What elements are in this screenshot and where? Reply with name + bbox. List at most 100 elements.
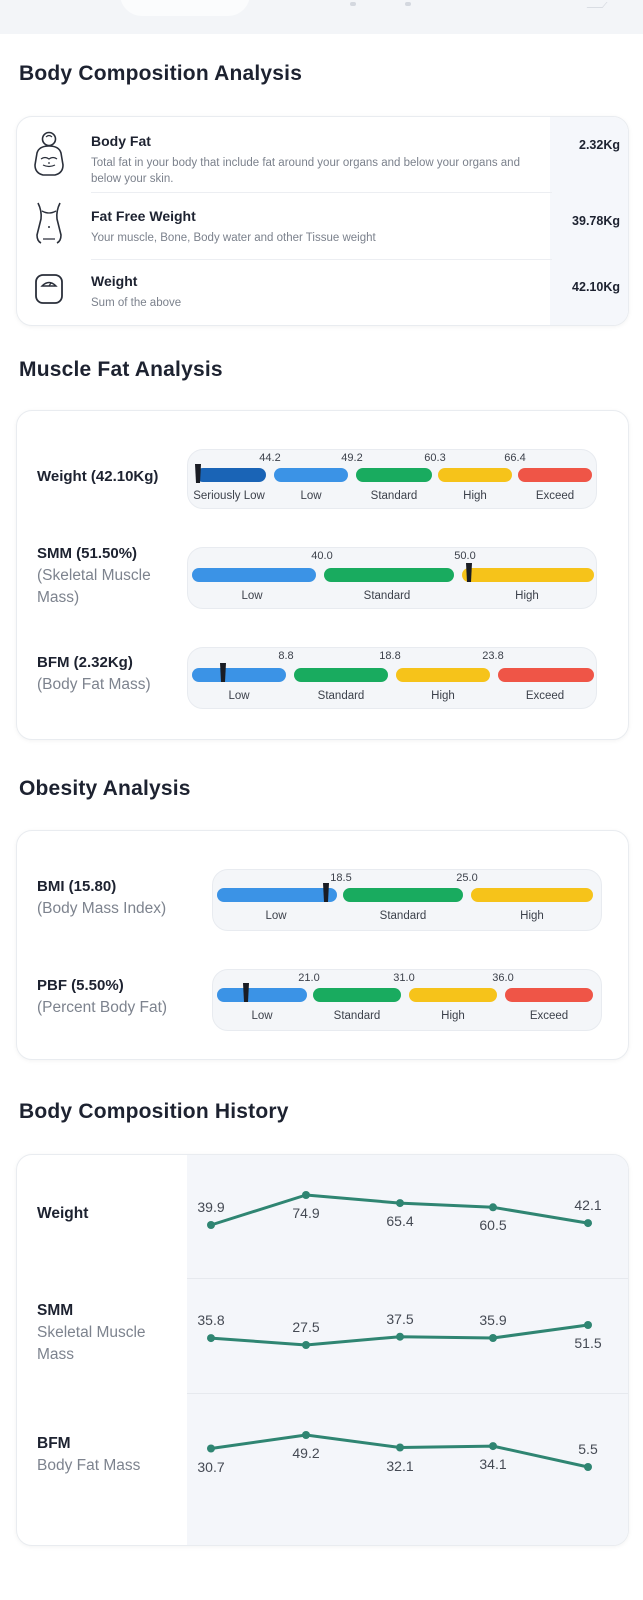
scale-tick: 66.4 <box>504 452 526 464</box>
scale-category: Standard <box>317 690 365 702</box>
weight-metric-name: Weight (42.10Kg) <box>37 468 159 485</box>
scale-tick: 40.0 <box>311 550 333 562</box>
segment-standard <box>324 568 454 582</box>
segment-high <box>438 468 512 482</box>
fat-free-weight-row[interactable]: Fat Free Weight Your muscle, Bone, Body … <box>17 193 628 260</box>
history-value-label: 65.4 <box>386 1213 414 1230</box>
smm-metric-label: SMM (51.50%) (Skeletal Muscle Mass) <box>37 543 177 609</box>
section-title-obesity: Obesity Analysis <box>19 777 191 800</box>
history-data-point <box>396 1443 404 1452</box>
weight-metric-label: Weight (42.10Kg) <box>37 466 158 488</box>
history-weight-name: Weight <box>37 1205 89 1222</box>
history-row-divider <box>187 1278 628 1279</box>
history-data-point <box>489 1203 497 1212</box>
scale-category: Exceed <box>529 1010 569 1022</box>
segment-low <box>217 888 337 902</box>
weight-row[interactable]: Weight Sum of the above 42.10Kg <box>17 260 628 325</box>
scale-category: Low <box>251 1010 273 1022</box>
section-title-body-composition: Body Composition Analysis <box>19 62 303 85</box>
scale-category: Low <box>241 590 263 602</box>
top-partial-dot <box>350 2 356 6</box>
pbf-metric-sub: (Percent Body Fat) <box>37 999 168 1016</box>
obesity-card: BMI (15.80) (Body Mass Index) 18.5 25.0 … <box>16 830 629 1060</box>
scale-category: Standard <box>363 590 411 602</box>
history-smm-label: SMM Skeletal Muscle Mass <box>37 1300 172 1366</box>
section-title-muscle-fat: Muscle Fat Analysis <box>19 358 223 381</box>
history-data-point <box>207 1444 215 1453</box>
weight-scale[interactable]: 44.2 49.2 60.3 66.4 Seriously Low Low St… <box>187 449 597 509</box>
scale-category: High <box>520 910 544 922</box>
history-data-point <box>302 1341 310 1349</box>
scale-tick: 25.0 <box>456 872 478 884</box>
bfm-metric-name: BFM (2.32Kg) <box>37 654 133 671</box>
bfm-scale[interactable]: 8.8 18.8 23.8 Low Standard High Exceed <box>187 647 597 709</box>
history-value-label: 30.7 <box>197 1458 225 1475</box>
current-value-marker <box>466 563 472 582</box>
top-partial-dot <box>405 2 411 6</box>
history-data-point <box>302 1431 310 1439</box>
bfm-metric-sub: (Body Fat Mass) <box>37 676 151 693</box>
scale-tick: 18.8 <box>379 650 401 662</box>
top-partial-chevron-icon <box>586 2 608 8</box>
scale-tick: 31.0 <box>393 972 415 984</box>
history-data-point <box>584 1463 592 1471</box>
history-data-point <box>302 1191 310 1199</box>
history-value-label: 37.5 <box>386 1310 414 1327</box>
section-title-history: Body Composition History <box>19 1100 289 1123</box>
body-composition-card: Body Fat Total fat in your body that inc… <box>16 116 629 326</box>
history-value-label: 35.9 <box>479 1312 507 1328</box>
scale-tick: 36.0 <box>492 972 514 984</box>
history-data-point <box>396 1332 404 1341</box>
segment-low <box>192 568 316 582</box>
current-value-marker <box>195 464 201 483</box>
history-chart-area <box>187 1155 628 1545</box>
scale-category: Exceed <box>525 690 565 702</box>
bottom-spacer <box>0 1560 643 1600</box>
body-fat-desc: Total fat in your body that include fat … <box>91 157 520 185</box>
history-bfm-name: BFM <box>37 1435 71 1452</box>
history-data-point <box>489 1442 497 1451</box>
row-divider <box>91 192 552 193</box>
scale-category: Exceed <box>535 490 575 502</box>
bfm-metric-label: BFM (2.32Kg) (Body Fat Mass) <box>37 652 151 696</box>
scale-icon <box>25 264 73 318</box>
history-value-label: 34.1 <box>479 1456 507 1473</box>
bmi-metric-name: BMI (15.80) <box>37 878 117 895</box>
top-partial-shape <box>120 0 250 16</box>
segment-standard <box>343 888 463 902</box>
body-fat-row[interactable]: Body Fat Total fat in your body that inc… <box>17 117 628 193</box>
segment-low <box>274 468 348 482</box>
history-smm-sub: Skeletal Muscle Mass <box>37 1324 146 1363</box>
scale-category: Low <box>265 910 287 922</box>
scale-category: Standard <box>370 490 418 502</box>
history-value-label: 5.5 <box>578 1441 598 1457</box>
scale-category: Seriously Low <box>193 490 265 502</box>
history-value-label: 49.2 <box>292 1445 320 1461</box>
history-value-label: 39.9 <box>197 1199 225 1215</box>
history-value-label: 42.1 <box>574 1197 602 1214</box>
scale-category: Standard <box>333 1010 381 1022</box>
segment-low <box>192 668 286 682</box>
pbf-scale[interactable]: 21.0 31.0 36.0 Low Standard High Exceed <box>212 969 602 1031</box>
scale-category: High <box>463 490 487 502</box>
history-bfm-sub: Body Fat Mass <box>37 1457 141 1474</box>
bmi-scale[interactable]: 18.5 25.0 Low Standard High <box>212 869 602 931</box>
scale-tick: 49.2 <box>341 452 363 464</box>
history-value-label: 51.5 <box>574 1335 602 1351</box>
history-data-point <box>584 1321 592 1329</box>
segment-exceed <box>505 988 593 1002</box>
history-row-divider <box>187 1393 628 1394</box>
segment-standard <box>356 468 432 482</box>
history-data-point <box>396 1199 404 1208</box>
history-data-point <box>489 1334 497 1342</box>
top-partial-card <box>0 0 643 34</box>
current-value-marker <box>220 663 226 682</box>
history-data-point <box>207 1334 215 1343</box>
weight-title: Weight <box>91 273 138 289</box>
segment-high <box>471 888 593 902</box>
smm-scale[interactable]: 40.0 50.0 Low Standard High <box>187 547 597 609</box>
body-fat-title: Body Fat <box>91 133 151 149</box>
segment-seriously-low <box>196 468 266 482</box>
segment-exceed <box>518 468 592 482</box>
torso-icon <box>25 197 73 251</box>
